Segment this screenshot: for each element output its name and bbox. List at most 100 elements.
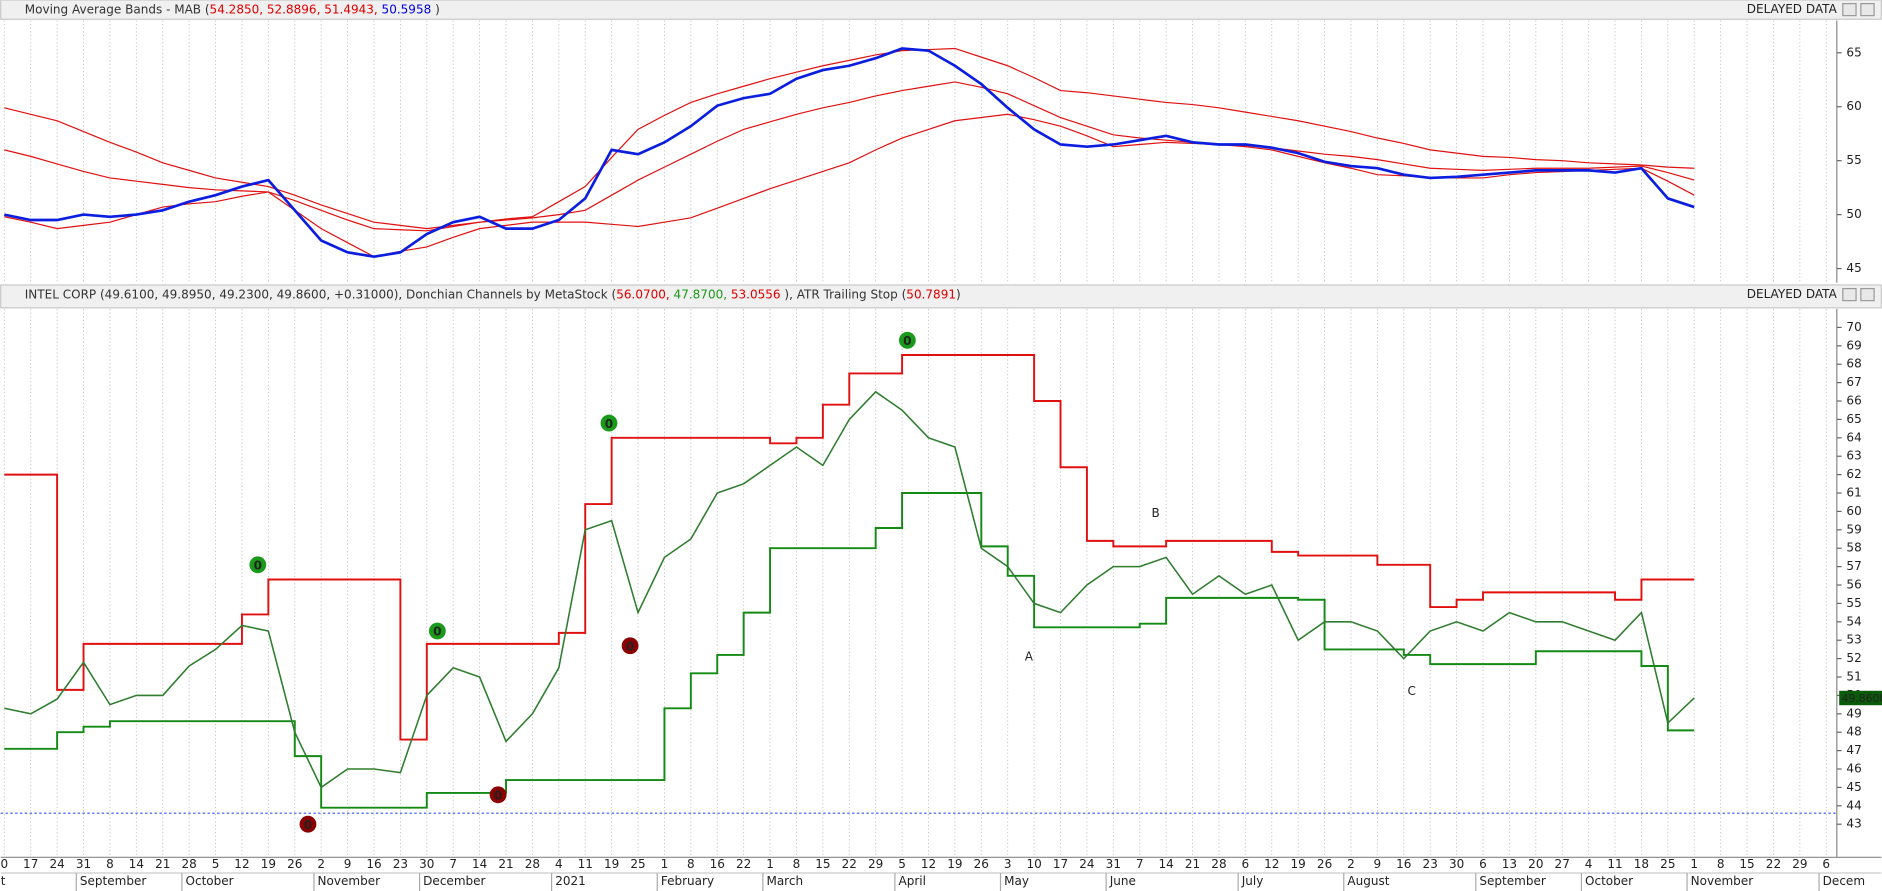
wave-label: 0 [254, 558, 262, 572]
x-tick-label: 12 [1264, 857, 1279, 871]
month-label: September [1479, 874, 1545, 888]
window-button[interactable] [1842, 287, 1857, 302]
month-label: October [186, 874, 234, 888]
month-label: June [1109, 874, 1136, 888]
x-tick-label: 31 [76, 857, 91, 871]
x-tick-label: 22 [1766, 857, 1781, 871]
x-tick-label: 5 [212, 857, 220, 871]
status-label: DELAYED DATA [1747, 287, 1838, 301]
x-tick-label: 16 [1396, 857, 1411, 871]
x-tick-label: 30 [419, 857, 434, 871]
x-tick-label: 14 [472, 857, 487, 871]
header-segment: ), ATR Trailing Stop ( [781, 287, 907, 301]
window-button[interactable] [1860, 287, 1875, 302]
y-tick-label: 68 [1846, 357, 1861, 371]
x-tick-label: 1 [766, 857, 774, 871]
x-tick-label: 8 [1717, 857, 1725, 871]
x-tick-label: 14 [129, 857, 144, 871]
month-label: September [80, 874, 146, 888]
wave-label: A [1025, 649, 1034, 663]
month-label: July [1241, 874, 1264, 888]
y-tick-label: 50 [1846, 207, 1861, 221]
x-tick-label: 19 [1291, 857, 1306, 871]
x-tick-label: 3 [1004, 857, 1012, 871]
window-button[interactable] [1842, 3, 1857, 17]
x-tick-label: 8 [793, 857, 801, 871]
x-tick-label: 29 [1792, 857, 1807, 871]
y-tick-label: 65 [1846, 412, 1861, 426]
wave-marker [299, 815, 317, 833]
y-tick-label: 63 [1846, 449, 1861, 463]
x-tick-label: 21 [498, 857, 513, 871]
y-tick-label: 57 [1846, 559, 1861, 573]
x-tick-label: 4 [1585, 857, 1593, 871]
month-label: November [318, 874, 381, 888]
panel-header-text: Moving Average Bands - MAB (54.2850, 52.… [25, 2, 440, 16]
y-tick-label: 45 [1846, 780, 1861, 794]
panel-header [0, 284, 1882, 309]
series-line [4, 47, 1695, 230]
y-tick-label: 55 [1846, 596, 1861, 610]
window-button[interactable] [1860, 3, 1875, 17]
header-segment: 53.0556 [731, 287, 781, 301]
wave-label: 0 [626, 639, 634, 653]
month-label: October [1585, 874, 1633, 888]
x-tick-label: 0 [0, 857, 8, 871]
month-label: Decem [1823, 874, 1865, 888]
y-tick-label: 64 [1846, 430, 1861, 444]
y-tick-label: 62 [1846, 467, 1861, 481]
x-tick-label: 1 [1690, 857, 1698, 871]
header-segment: 56.0700, [616, 287, 673, 301]
y-tick-label: 54 [1846, 614, 1861, 628]
status-label: DELAYED DATA [1747, 2, 1838, 16]
x-tick-label: 27 [1555, 857, 1570, 871]
y-tick-label: 47 [1846, 743, 1861, 757]
y-tick-label: 52 [1846, 651, 1861, 665]
x-tick-label: 28 [1211, 857, 1226, 871]
x-tick-label: 21 [1185, 857, 1200, 871]
month-label: 2021 [555, 874, 586, 888]
x-tick-label: 17 [23, 857, 38, 871]
series-line [4, 492, 1695, 809]
x-tick-label: 23 [393, 857, 408, 871]
series-line [4, 81, 1695, 232]
wave-marker [428, 622, 446, 640]
x-tick-label: 8 [106, 857, 114, 871]
y-tick-label: 61 [1846, 486, 1861, 500]
wave-label: 0 [494, 788, 502, 802]
x-tick-label: 1 [661, 857, 669, 871]
x-tick-label: 6 [1479, 857, 1487, 871]
y-tick-label: 48 [1846, 725, 1861, 739]
x-tick-label: 16 [366, 857, 381, 871]
month-label: November [1691, 874, 1754, 888]
header-segment: ) [431, 2, 440, 16]
y-tick-label: 51 [1846, 670, 1861, 684]
panel-header [0, 0, 1882, 20]
x-tick-label: 26 [287, 857, 302, 871]
x-tick-label: 24 [49, 857, 64, 871]
header-segment: Moving Average Bands - MAB ( [25, 2, 210, 16]
x-tick-label: 12 [234, 857, 249, 871]
series-line [4, 47, 1695, 259]
y-tick-label: 65 [1846, 45, 1861, 59]
y-tick-label: 69 [1846, 338, 1861, 352]
wave-label: 0 [433, 625, 441, 639]
y-tick-label: 45 [1846, 261, 1861, 275]
x-tick-label: 19 [947, 857, 962, 871]
wave-label: B [1151, 506, 1159, 520]
x-tick-label: 11 [578, 857, 593, 871]
x-tick-label: 13 [1502, 857, 1517, 871]
x-tick-label: 29 [868, 857, 883, 871]
y-tick-label: 66 [1846, 394, 1861, 408]
y-tick-label: 49 [1846, 706, 1861, 720]
x-tick-label: 5 [898, 857, 906, 871]
month-label: August [1347, 874, 1389, 888]
y-tick-label: 56 [1846, 578, 1861, 592]
y-tick-label: 46 [1846, 762, 1861, 776]
x-tick-label: 23 [1423, 857, 1438, 871]
month-label: December [423, 874, 485, 888]
month-label: t [1, 874, 6, 888]
y-tick-label: 53 [1846, 633, 1861, 647]
x-tick-label: 22 [736, 857, 751, 871]
x-tick-label: 8 [687, 857, 695, 871]
